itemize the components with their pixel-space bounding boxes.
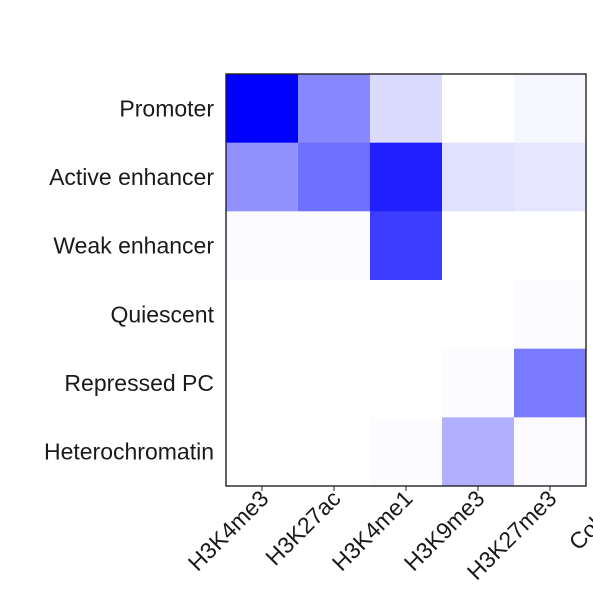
heatmap-cell	[442, 417, 515, 487]
heatmap-cell	[442, 74, 515, 144]
heatmap-cell	[226, 348, 299, 418]
heatmap-cell	[298, 74, 371, 144]
row-label: Active enhancer	[49, 164, 214, 190]
heatmap-cell	[442, 211, 515, 281]
heatmap-cell	[298, 348, 371, 418]
row-label: Weak enhancer	[53, 233, 214, 259]
heatmap-cell	[370, 280, 443, 350]
heatmap-cell	[226, 280, 299, 350]
heatmap-cell	[514, 142, 587, 212]
column-label: H3K4me3	[183, 485, 274, 576]
row-label: Quiescent	[110, 301, 214, 327]
heatmap-cell	[514, 280, 587, 350]
heatmap-cell	[442, 348, 515, 418]
heatmap-cell	[514, 211, 587, 281]
heatmap-cell	[370, 348, 443, 418]
heatmap-cell	[370, 74, 443, 144]
heatmap-cell	[226, 142, 299, 212]
heatmap-cell	[442, 142, 515, 212]
heatmap-cell	[442, 280, 515, 350]
heatmap-cell	[298, 142, 371, 212]
row-label: Heterochromatin	[44, 439, 214, 465]
heatmap-cell	[514, 417, 587, 487]
row-labels: Promoter Active enhancer Weak enhancer Quie…	[44, 95, 215, 464]
heatmap-cell	[514, 348, 587, 418]
row-label: Repressed PC	[64, 370, 214, 396]
heatmap-cell	[226, 417, 299, 487]
heatmap-cell	[298, 280, 371, 350]
heatmap-cell	[298, 211, 371, 281]
row-label: Promoter	[119, 95, 214, 121]
heatmap-cell	[226, 211, 299, 281]
heatmap-cell	[370, 142, 443, 212]
heatmap-cells	[226, 74, 587, 487]
heatmap-cell	[514, 74, 587, 144]
heatmap-cell	[298, 417, 371, 487]
heatmap-cell	[226, 74, 299, 144]
column-label: Color c	[564, 485, 593, 555]
heatmap-cell	[370, 417, 443, 487]
heatmap-cell	[370, 211, 443, 281]
